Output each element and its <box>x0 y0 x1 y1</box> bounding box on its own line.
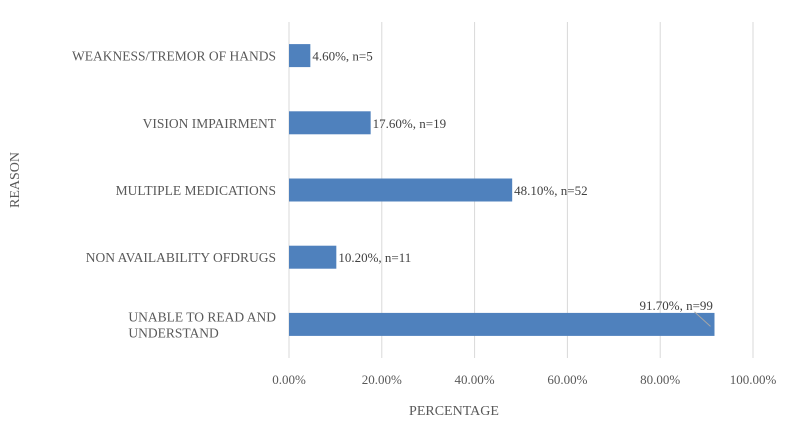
x-tick-label: 60.00% <box>547 372 587 387</box>
x-tick-label: 40.00% <box>455 372 495 387</box>
data-label: 17.60%, n=19 <box>373 116 446 131</box>
category-label: WEAKNESS/TREMOR OF HANDS <box>72 49 276 64</box>
data-label: 48.10%, n=52 <box>514 183 587 198</box>
bar <box>289 178 513 202</box>
data-label-leader <box>694 311 711 327</box>
data-label: 4.60%, n=5 <box>312 49 372 64</box>
x-tick-label: 0.00% <box>272 372 306 387</box>
category-label: VISION IMPAIRMENT <box>143 116 277 131</box>
category-label: MULTIPLE MEDICATIONS <box>116 183 276 198</box>
y-axis-title: REASON <box>8 152 23 208</box>
data-label: 91.70%, n=99 <box>639 298 712 313</box>
data-label: 10.20%, n=11 <box>338 250 411 265</box>
bar <box>289 44 311 68</box>
bars <box>289 44 715 336</box>
category-label: NON AVAILABILITY OFDRUGS <box>86 250 276 265</box>
bar <box>289 245 337 269</box>
bar <box>289 111 371 135</box>
x-tick-label: 100.00% <box>730 372 777 387</box>
category-labels: WEAKNESS/TREMOR OF HANDS VISION IMPAIRMEN… <box>72 49 277 341</box>
x-axis-ticks: 0.00% 20.00% 40.00% 60.00% 80.00% 100.00% <box>272 372 776 387</box>
x-tick-label: 20.00% <box>362 372 402 387</box>
category-label: UNABLE TO READ AND UNDERSTAND <box>128 309 276 340</box>
data-labels: 4.60%, n=5 17.60%, n=19 48.10%, n=52 10.20%… <box>312 49 713 327</box>
x-axis-title: PERCENTAGE <box>409 404 499 419</box>
bar <box>289 312 715 336</box>
x-tick-label: 80.00% <box>640 372 680 387</box>
